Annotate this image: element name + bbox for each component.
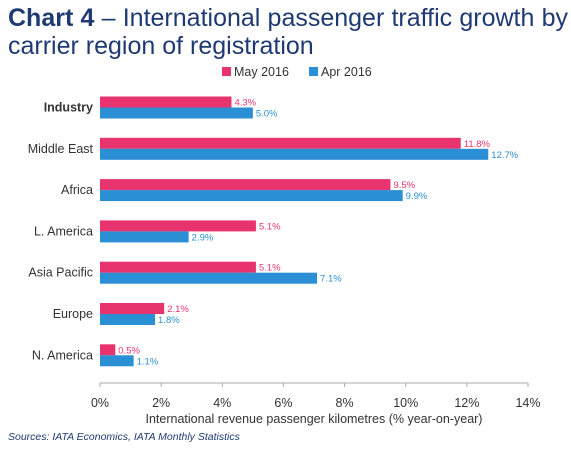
bar-value-label: 4.3% xyxy=(234,98,256,109)
bar-may xyxy=(100,96,232,108)
bar-value-label: 5.1% xyxy=(259,221,281,232)
legend-label-1: Apr 2016 xyxy=(321,65,372,79)
bar-value-label: 5.0% xyxy=(256,109,278,120)
bar-value-label: 9.5% xyxy=(393,180,415,191)
x-tick-label: 10% xyxy=(393,396,418,410)
bar-value-label: 11.8% xyxy=(464,139,491,150)
x-tick-label: 4% xyxy=(213,396,231,410)
category-label: Middle East xyxy=(28,142,94,156)
x-tick-label: 2% xyxy=(152,396,170,410)
legend-label-0: May 2016 xyxy=(234,65,289,79)
category-label: Europe xyxy=(53,307,93,321)
legend-swatch-0 xyxy=(222,67,231,76)
category-label: Industry xyxy=(44,101,93,115)
bar-value-label: 2.9% xyxy=(192,232,214,243)
bar-may xyxy=(100,344,116,356)
x-tick-label: 6% xyxy=(274,396,292,410)
bar-may xyxy=(100,137,461,149)
bar-value-label: 0.5% xyxy=(118,345,140,356)
bar-may xyxy=(100,179,391,191)
bar-value-label: 5.1% xyxy=(259,263,281,274)
category-label: Asia Pacific xyxy=(28,266,93,280)
bar-value-label: 1.1% xyxy=(137,356,159,367)
source-note: Sources: IATA Economics, IATA Monthly St… xyxy=(8,431,240,443)
x-axis-label: International revenue passenger kilometr… xyxy=(146,412,483,426)
x-tick-label: 0% xyxy=(91,396,109,410)
bar-value-label: 2.1% xyxy=(167,304,189,315)
bar-may xyxy=(100,220,256,232)
bar-value-label: 12.7% xyxy=(491,150,518,161)
bar-apr xyxy=(100,355,134,367)
bar-value-label: 1.8% xyxy=(158,315,180,326)
bar-may xyxy=(100,261,256,273)
x-tick-label: 8% xyxy=(336,396,354,410)
chart-title-text: – International passenger traffic growth… xyxy=(8,4,569,60)
bar-value-label: 9.9% xyxy=(406,191,428,202)
bar-may xyxy=(100,303,165,314)
bar-chart: May 2016 Apr 2016 0% 2% 4% 6% 8% 10% 12% 14% Inter… xyxy=(28,65,541,426)
bar-apr xyxy=(100,272,318,284)
bar-apr xyxy=(100,148,489,160)
x-tick-label: 12% xyxy=(454,396,479,410)
category-label: L. America xyxy=(34,224,93,238)
legend-swatch-1 xyxy=(309,67,318,76)
bar-apr xyxy=(100,107,253,119)
category-label: N. America xyxy=(32,348,93,362)
bar-apr xyxy=(100,190,403,202)
x-tick-label: 14% xyxy=(515,396,540,410)
bar-apr xyxy=(100,314,156,325)
category-label: Africa xyxy=(61,183,93,197)
chart-title: Chart 4 – International passenger traffi… xyxy=(8,4,568,60)
chart-number: Chart 4 xyxy=(8,4,95,32)
bar-apr xyxy=(100,231,189,243)
bar-value-label: 7.1% xyxy=(320,274,342,285)
